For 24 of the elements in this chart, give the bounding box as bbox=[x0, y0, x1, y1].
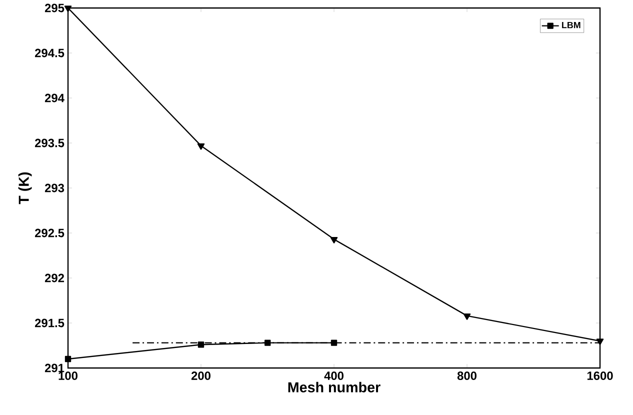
y-tick-label: 293.5 bbox=[34, 138, 64, 148]
y-tick-label: 294.5 bbox=[34, 48, 64, 58]
x-tick-label: 400 bbox=[324, 372, 344, 380]
x-tick-label: 100 bbox=[58, 372, 78, 380]
x-tick-label: 1600 bbox=[587, 372, 613, 380]
y-tick-label: 292.5 bbox=[34, 228, 64, 238]
point bbox=[330, 236, 338, 244]
y-tick-label: 292 bbox=[44, 274, 64, 282]
point bbox=[64, 6, 72, 12]
x-axis-title: Mesh number bbox=[288, 382, 380, 392]
y-tick-label: 294 bbox=[44, 94, 64, 102]
y-tick-label: 291.5 bbox=[34, 318, 64, 328]
point bbox=[596, 338, 604, 346]
legend-label: LBM bbox=[562, 22, 580, 28]
y-tick-label: 293 bbox=[44, 184, 64, 192]
point bbox=[64, 356, 72, 362]
point bbox=[197, 143, 205, 150]
x-tick-label: 200 bbox=[191, 372, 210, 380]
y-tick-label: 291 bbox=[44, 364, 64, 372]
y-tick-label: 295 bbox=[44, 4, 64, 12]
point bbox=[198, 342, 204, 348]
y-axis-title: T (K) bbox=[18, 172, 32, 204]
point bbox=[463, 313, 471, 320]
x-tick-label: 800 bbox=[457, 372, 476, 380]
